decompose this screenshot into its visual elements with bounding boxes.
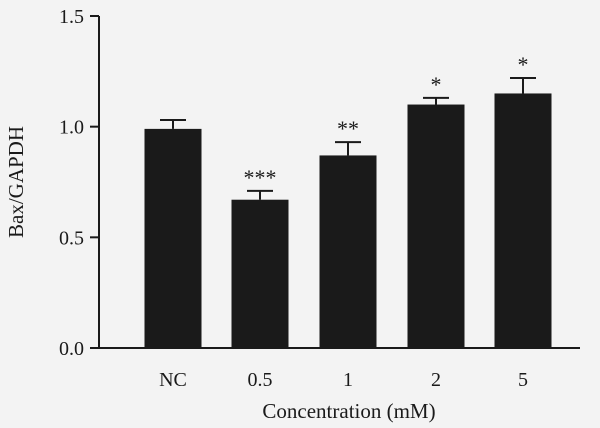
x-tick-label: 2 [431, 369, 441, 391]
x-tick-label: 0.5 [248, 369, 273, 391]
y-tick-label: 0.5 [59, 227, 84, 249]
bar [231, 199, 289, 348]
significance-label: * [518, 52, 529, 77]
x-tick-label: 1 [343, 369, 353, 391]
x-tick-label: NC [159, 369, 187, 391]
y-tick-label: 0.0 [59, 338, 84, 360]
x-axis-label: Concentration (mM) [262, 399, 435, 423]
bar [407, 104, 465, 349]
bar [319, 155, 377, 348]
significance-label: * [431, 72, 442, 97]
plot-area: 0.0 0.5 1.0 1.5 NC 0.5 *** 1 ** 2 * 5 * [59, 6, 580, 391]
x-tick-label: 5 [518, 369, 528, 391]
significance-label: ** [337, 116, 359, 141]
bar [494, 93, 552, 348]
bar [144, 128, 202, 348]
y-tick-label: 1.0 [59, 117, 84, 139]
y-axis-label: Bax/GAPDH [4, 126, 28, 238]
y-tick-label: 1.5 [59, 6, 84, 28]
significance-label: *** [244, 165, 277, 190]
